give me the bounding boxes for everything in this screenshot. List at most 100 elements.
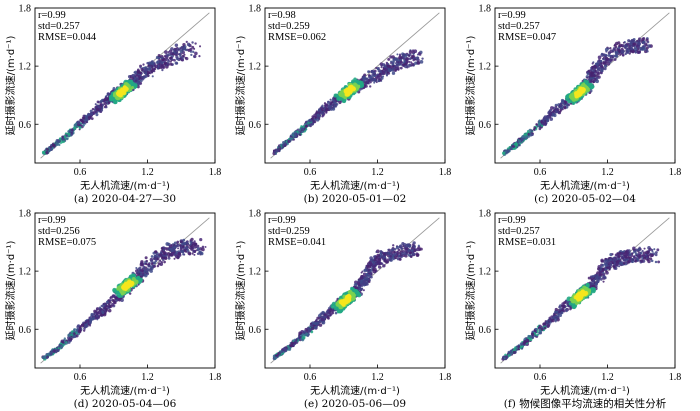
data-point — [634, 51, 637, 54]
data-point — [626, 42, 629, 46]
data-point — [387, 57, 391, 61]
data-point — [411, 49, 415, 52]
data-point — [70, 128, 74, 132]
data-point — [171, 58, 174, 61]
data-point — [70, 133, 74, 136]
data-point — [393, 248, 397, 251]
data-point — [370, 69, 374, 74]
data-point — [603, 64, 608, 68]
data-point-dense — [133, 83, 138, 89]
data-point — [84, 114, 88, 119]
data-point — [78, 126, 82, 130]
y-axis-label: 延时摄影流速/(m·d⁻¹) — [234, 241, 247, 341]
data-point — [408, 248, 411, 251]
data-point — [362, 289, 365, 292]
data-point — [389, 60, 393, 63]
data-point — [169, 247, 173, 251]
data-point — [169, 60, 172, 63]
data-point — [594, 71, 598, 74]
data-point — [189, 239, 192, 242]
data-point — [45, 356, 49, 359]
data-point — [534, 126, 537, 129]
data-point — [365, 282, 369, 286]
data-point — [322, 110, 325, 113]
data-point — [597, 71, 601, 76]
data-point — [193, 55, 196, 58]
data-point — [92, 110, 96, 114]
data-point — [636, 39, 639, 42]
data-point — [90, 317, 94, 321]
data-point — [193, 240, 196, 243]
data-point — [77, 324, 81, 328]
data-point — [67, 132, 71, 136]
data-point — [161, 56, 164, 59]
data-point — [638, 46, 641, 49]
data-point — [177, 251, 181, 255]
data-point — [91, 107, 95, 111]
data-point — [163, 252, 166, 256]
data-point-dense — [352, 86, 356, 90]
stat-std: std=0.259 — [268, 21, 310, 32]
data-point — [509, 146, 513, 151]
data-point — [618, 50, 621, 53]
data-point — [405, 59, 409, 64]
data-point — [150, 70, 154, 73]
data-point — [84, 321, 87, 324]
data-point — [295, 338, 298, 342]
data-point — [293, 132, 297, 136]
data-point — [134, 70, 138, 75]
data-point — [384, 258, 387, 262]
data-point — [90, 115, 93, 118]
data-point — [49, 147, 53, 151]
data-point — [535, 123, 538, 126]
data-point — [308, 327, 312, 332]
data-point — [416, 247, 420, 252]
data-point — [289, 137, 293, 141]
data-point — [172, 247, 176, 251]
data-point — [156, 60, 160, 65]
data-point — [281, 143, 285, 147]
data-point — [417, 244, 420, 247]
data-point — [602, 61, 606, 65]
data-point — [153, 70, 156, 73]
data-point — [167, 59, 171, 63]
data-point — [313, 321, 317, 325]
data-point — [516, 141, 519, 144]
data-point — [395, 63, 399, 67]
data-point — [553, 113, 557, 118]
data-point — [373, 71, 376, 74]
data-point — [393, 255, 398, 260]
data-point — [421, 57, 424, 60]
data-point — [135, 266, 138, 270]
x-tick-label: 1.8 — [439, 372, 452, 383]
data-point — [94, 103, 97, 106]
x-tick-label: 1.2 — [601, 167, 614, 178]
data-point-dense — [346, 294, 350, 298]
data-point — [372, 265, 376, 269]
y-tick-label: 1.8 — [19, 4, 32, 15]
data-point — [154, 250, 158, 254]
data-point — [139, 263, 144, 267]
data-point-dense — [130, 85, 134, 90]
data-point — [638, 37, 642, 41]
data-point — [172, 49, 175, 52]
data-point — [605, 59, 609, 63]
data-point — [72, 334, 77, 339]
data-point — [85, 325, 88, 329]
data-point — [179, 57, 182, 60]
data-point — [550, 106, 554, 110]
data-point — [609, 47, 612, 50]
stat-rmse: RMSE=0.047 — [498, 32, 556, 43]
data-point — [302, 125, 305, 128]
data-point — [330, 101, 334, 104]
data-point — [150, 265, 154, 269]
data-point — [191, 45, 195, 49]
data-point — [326, 309, 329, 313]
data-point — [76, 123, 80, 127]
data-point — [625, 47, 629, 51]
data-point — [194, 42, 197, 45]
data-point — [98, 108, 102, 112]
data-point — [373, 255, 376, 259]
data-point — [397, 58, 400, 61]
data-point — [359, 288, 362, 291]
